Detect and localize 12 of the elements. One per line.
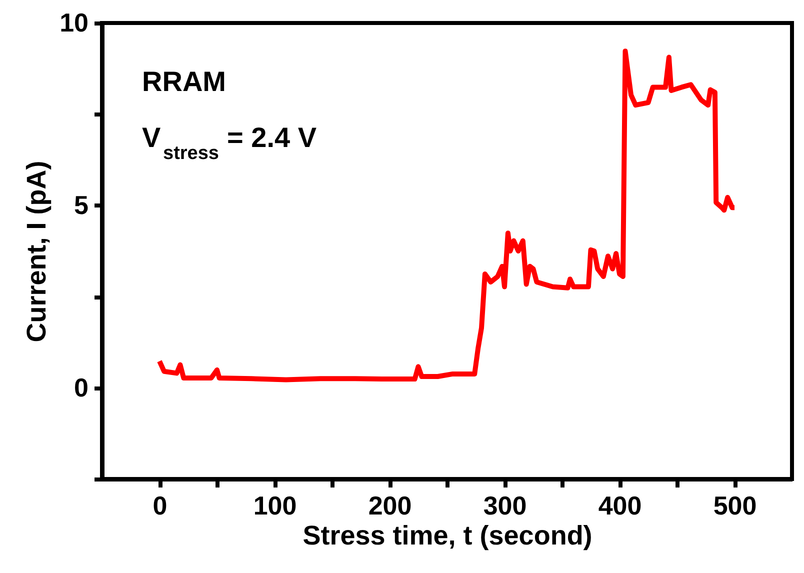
x-tick-label: 100: [253, 490, 297, 520]
x-tick-label: 200: [368, 490, 412, 520]
y-axis-title: Current, I (pA): [22, 160, 52, 342]
x-tick-label: 0: [152, 490, 168, 520]
x-tick-label: 400: [598, 490, 642, 520]
x-axis-title: Stress time, t (second): [302, 520, 592, 550]
x-tick-label: 500: [713, 490, 757, 520]
y-tick-label: 10: [60, 8, 88, 38]
x-tick-label: 300: [483, 490, 527, 520]
annotation: RRAM: [142, 66, 226, 97]
y-tick-label: 5: [74, 190, 88, 220]
y-tick-label: 0: [74, 372, 88, 402]
